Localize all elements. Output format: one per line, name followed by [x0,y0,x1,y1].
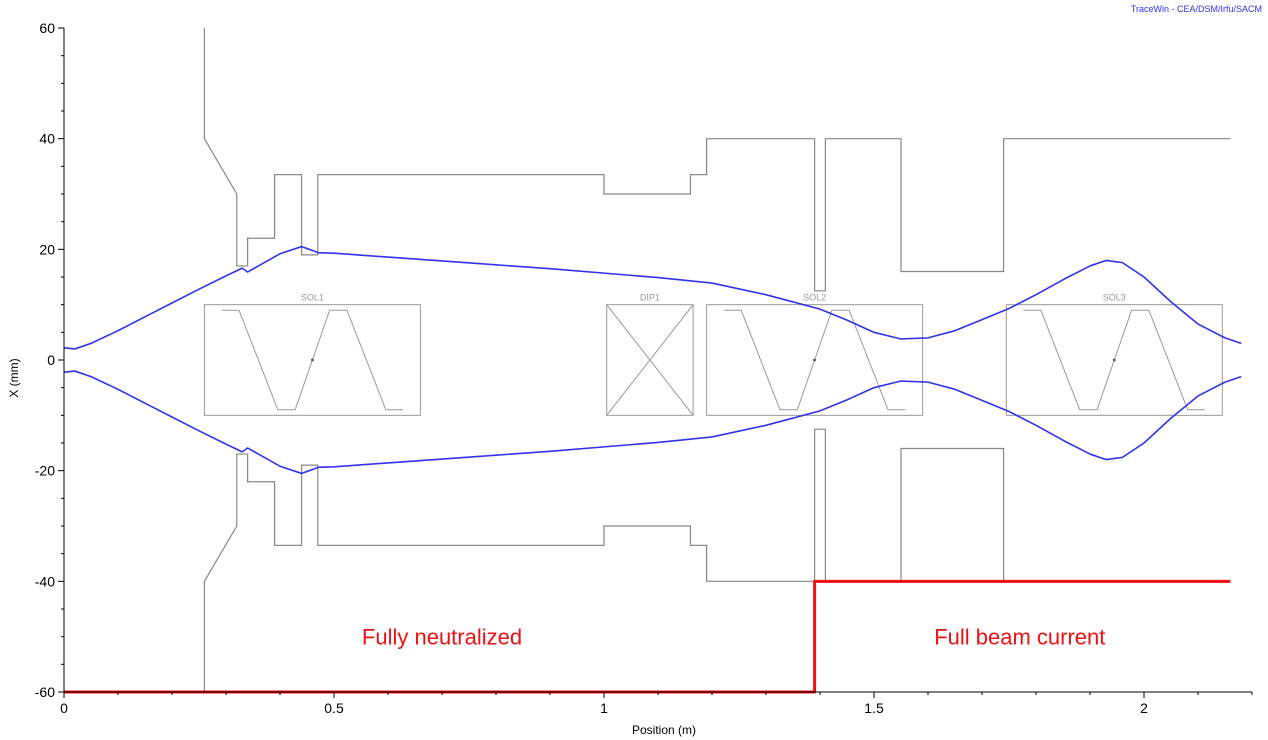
element-label-sol2: SOL2 [803,293,826,303]
x-tick-label: 0 [60,700,68,716]
annotation-layer: Fully neutralized Full beam current [362,625,1105,650]
aperture-top [203,28,1231,292]
element-box-sol1 [203,304,421,416]
axes-layer: -60 -40 -20 0 20 40 60 0 0.5 1 1.5 2 [35,20,1253,716]
annotation-label: Full beam current [934,625,1105,650]
element-cross-dip1 [606,304,694,416]
aperture-bottom [203,428,1231,692]
x-tick-label: 2 [1140,700,1148,716]
y-tick-label: -60 [35,684,55,700]
element-label-sol1: SOL1 [301,293,324,303]
y-tick-label: 60 [39,20,55,36]
y-tick-label: 20 [39,241,55,257]
element-center-sol1 [311,358,314,362]
x-tick-label: 0.5 [324,700,344,716]
x-tick-label: 1 [600,700,608,716]
x-tick-label: 1.5 [864,700,884,716]
y-tick-label: -20 [35,463,55,479]
element-label-sol3: SOL3 [1103,293,1126,303]
element-box-sol2 [706,304,924,416]
element-box-sol3 [1005,304,1223,416]
y-tick-label: -40 [35,573,55,589]
aperture-layer [203,28,1231,692]
element-label-dip1: DIP1 [640,293,660,303]
element-center-sol3 [1112,358,1116,362]
x-axis-title: Position (m) [632,723,696,737]
software-credit: TraceWin - CEA/DSM/Irfu/SACM [1131,4,1262,14]
element-center-sol2 [813,358,816,362]
y-tick-label: 40 [39,131,55,147]
annotation-label: Fully neutralized [362,625,522,650]
envelope-line-lower [63,370,1242,475]
element-box-dip1 [606,304,694,416]
y-axis-title: X (mm) [7,358,21,397]
envelope-line-upper [63,245,1242,350]
beamline-elements-layer: SOL1 DIP1 SOL2 SOL3 [203,293,1223,416]
y-tick-label: 0 [47,352,55,368]
